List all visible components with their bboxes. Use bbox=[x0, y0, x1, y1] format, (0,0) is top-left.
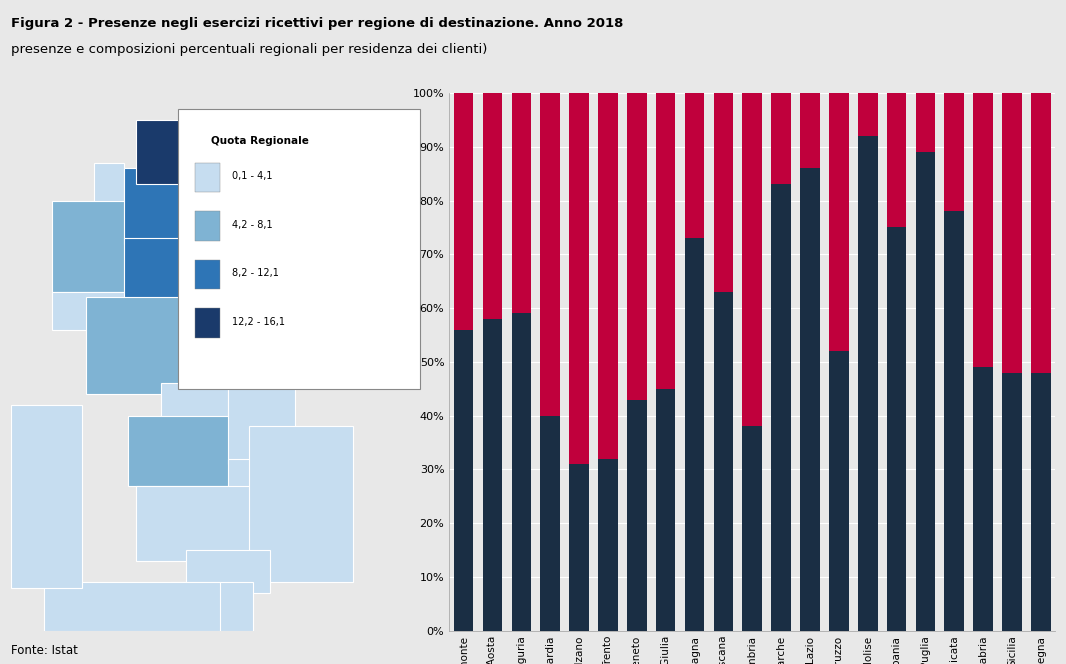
Bar bbox=[742, 426, 762, 631]
Bar bbox=[801, 93, 820, 168]
Bar bbox=[627, 400, 647, 631]
Bar bbox=[569, 464, 588, 631]
Polygon shape bbox=[178, 120, 245, 179]
Polygon shape bbox=[228, 378, 295, 464]
Polygon shape bbox=[52, 292, 144, 329]
Polygon shape bbox=[187, 550, 270, 593]
Bar bbox=[772, 93, 791, 185]
Polygon shape bbox=[161, 383, 228, 437]
Bar bbox=[801, 168, 820, 631]
Bar bbox=[1031, 93, 1051, 373]
Bar bbox=[598, 93, 618, 459]
Bar bbox=[195, 211, 220, 241]
Bar bbox=[1031, 373, 1051, 631]
Polygon shape bbox=[86, 297, 220, 394]
Bar bbox=[454, 329, 473, 631]
Bar bbox=[656, 388, 676, 631]
Bar bbox=[858, 136, 877, 631]
Bar bbox=[1002, 93, 1022, 373]
Polygon shape bbox=[169, 582, 253, 631]
Text: 12,2 - 16,1: 12,2 - 16,1 bbox=[232, 317, 286, 327]
Bar bbox=[656, 93, 676, 388]
Bar bbox=[713, 292, 733, 631]
Text: Fonte: Istat: Fonte: Istat bbox=[11, 644, 78, 657]
Bar bbox=[195, 260, 220, 290]
Polygon shape bbox=[136, 120, 187, 185]
Bar bbox=[569, 93, 588, 464]
Bar bbox=[887, 93, 906, 227]
Bar bbox=[540, 93, 560, 416]
Text: presenze e composizioni percentuali regionali per residenza dei clienti): presenze e composizioni percentuali regi… bbox=[11, 43, 487, 56]
Bar bbox=[742, 93, 762, 426]
Polygon shape bbox=[220, 297, 282, 383]
Bar bbox=[916, 152, 935, 631]
Text: 8,2 - 12,1: 8,2 - 12,1 bbox=[232, 268, 279, 278]
Text: 4,2 - 8,1: 4,2 - 8,1 bbox=[232, 220, 273, 230]
Text: Figura 2 - Presenze negli esercizi ricettivi per regione di destinazione. Anno 2: Figura 2 - Presenze negli esercizi ricet… bbox=[11, 17, 623, 30]
Polygon shape bbox=[52, 201, 128, 292]
Text: 0,1 - 4,1: 0,1 - 4,1 bbox=[232, 171, 273, 181]
Bar bbox=[944, 211, 964, 631]
Polygon shape bbox=[128, 416, 237, 485]
Bar bbox=[916, 93, 935, 152]
Bar bbox=[684, 93, 705, 238]
Bar bbox=[512, 93, 531, 313]
Bar bbox=[772, 185, 791, 631]
Bar bbox=[973, 93, 994, 367]
Polygon shape bbox=[307, 163, 361, 222]
Bar bbox=[483, 93, 502, 319]
Bar bbox=[858, 93, 877, 136]
Polygon shape bbox=[44, 582, 220, 631]
Polygon shape bbox=[136, 485, 261, 561]
Bar bbox=[944, 93, 964, 211]
Bar bbox=[887, 227, 906, 631]
Bar bbox=[195, 308, 220, 338]
Bar bbox=[973, 367, 994, 631]
Bar bbox=[713, 93, 733, 292]
Text: Quota Regionale: Quota Regionale bbox=[211, 136, 309, 146]
Polygon shape bbox=[228, 163, 316, 238]
Bar bbox=[598, 459, 618, 631]
Bar bbox=[512, 313, 531, 631]
Polygon shape bbox=[249, 426, 354, 582]
Bar bbox=[684, 238, 705, 631]
Polygon shape bbox=[94, 163, 124, 206]
Bar bbox=[627, 93, 647, 400]
Polygon shape bbox=[11, 405, 82, 588]
Polygon shape bbox=[124, 238, 291, 303]
FancyBboxPatch shape bbox=[178, 109, 420, 388]
Bar bbox=[829, 351, 849, 631]
Bar bbox=[829, 93, 849, 351]
Polygon shape bbox=[124, 168, 237, 244]
Bar bbox=[540, 416, 560, 631]
Bar bbox=[195, 163, 220, 193]
Bar bbox=[1002, 373, 1022, 631]
Polygon shape bbox=[228, 459, 287, 507]
Bar bbox=[483, 319, 502, 631]
Bar bbox=[454, 93, 473, 329]
